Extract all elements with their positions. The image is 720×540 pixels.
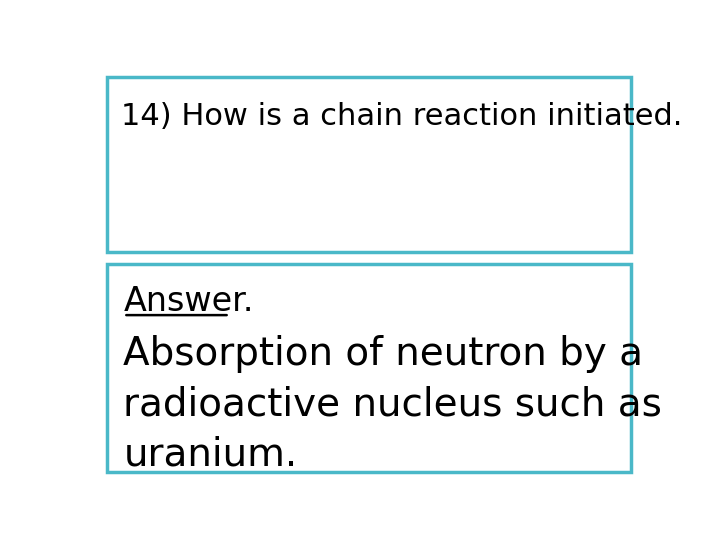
FancyBboxPatch shape <box>107 77 631 252</box>
Text: 14) How is a chain reaction initiated.: 14) How is a chain reaction initiated. <box>121 102 682 131</box>
FancyBboxPatch shape <box>107 265 631 472</box>
Text: Absorption of neutron by a
radioactive nucleus such as
uranium.: Absorption of neutron by a radioactive n… <box>124 335 662 473</box>
Text: Answer.: Answer. <box>124 285 254 318</box>
